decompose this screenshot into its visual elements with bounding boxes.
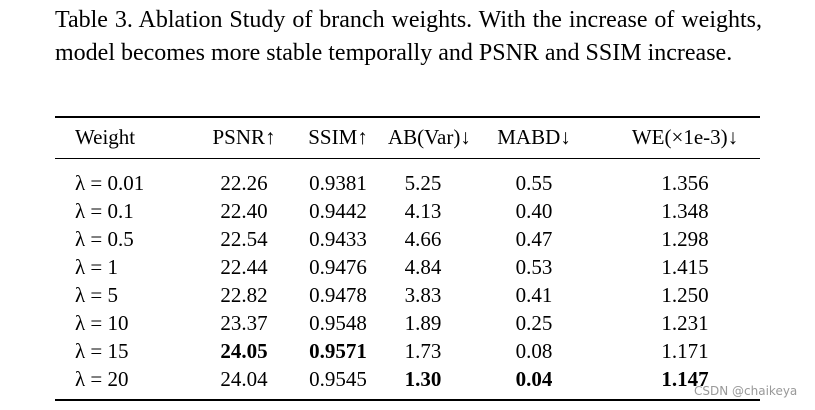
value-cell: 1.250 [661,282,709,307]
value-cell: 0.9571 [309,338,367,363]
value-cell: 22.44 [220,254,268,279]
value-cell: 0.40 [515,198,553,223]
value-cell: 4.84 [404,254,442,279]
weight-cell: λ = 10 [75,310,129,335]
value-cell: 24.05 [220,338,268,363]
weight-cell: λ = 0.1 [75,198,134,223]
header-cell: PSNR↑ [212,125,276,150]
table-row: λ = 10 23.37 0.9548 1.89 0.25 1.231 [55,309,760,337]
value-cell: 0.04 [515,366,553,391]
table-row: λ = 0.01 22.26 0.9381 5.25 0.55 1.356 [55,158,760,197]
value-cell: 1.348 [661,198,709,223]
caption: Table 3. Ablation Study of branch weight… [55,7,762,66]
value-cell: 0.9545 [309,366,367,391]
value-cell: 3.83 [404,282,442,307]
header-cell: AB(Var)↓ [388,125,471,150]
value-cell: 1.415 [661,254,709,279]
value-cell: 0.9548 [309,310,367,335]
value-cell: 24.04 [220,366,268,391]
table-row: λ = 1 22.44 0.9476 4.84 0.53 1.415 [55,253,760,281]
table-row: λ = 0.5 22.54 0.9433 4.66 0.47 1.298 [55,225,760,253]
value-cell: 0.08 [515,338,553,363]
header-cell: SSIM↑ [308,125,368,150]
table-row: λ = 5 22.82 0.9478 3.83 0.41 1.250 [55,281,760,309]
value-cell: 22.82 [220,282,268,307]
weight-cell: λ = 20 [75,366,129,391]
table-header: Weight PSNR↑ SSIM↑ AB(Var)↓ MABD↓ WE(×1e-3)↓ [55,117,760,158]
value-cell: 0.9478 [309,282,367,307]
weight-cell: λ = 0.01 [75,170,145,195]
value-cell: 0.47 [515,226,553,251]
value-cell: 4.66 [404,226,442,251]
table-row: λ = 15 24.05 0.9571 1.73 0.08 1.171 [55,337,760,365]
value-cell: 0.9442 [309,198,367,223]
value-cell: 1.356 [661,170,709,195]
header-cell: WE(×1e-3)↓ [631,125,739,150]
value-cell: 1.73 [404,338,442,363]
value-cell: 0.55 [515,170,553,195]
value-cell: 1.298 [661,226,709,251]
weight-cell: λ = 15 [75,338,129,363]
watermark: CSDN @chaikeya [694,384,798,398]
value-cell: 1.30 [404,366,442,391]
value-cell: 1.147 [661,366,709,391]
table-body: λ = 0.01 22.26 0.9381 5.25 0.55 1.356 λ = 0.1 2… [55,158,760,400]
value-cell: 1.171 [661,338,709,363]
value-cell: 0.25 [515,310,553,335]
value-cell: 0.9433 [309,226,367,251]
value-cell: 22.40 [220,198,268,223]
value-cell: 22.54 [220,226,268,251]
value-cell: 0.53 [515,254,553,279]
header-cell: Weight [75,125,136,150]
header-row: Weight PSNR↑ SSIM↑ AB(Var)↓ MABD↓ WE(×1e-3)↓ [55,117,760,158]
weight-cell: λ = 5 [75,282,119,307]
value-cell: 5.25 [404,170,442,195]
table-row: λ = 0.1 22.40 0.9442 4.13 0.40 1.348 [55,197,760,225]
header-cell: MABD↓ [497,125,571,150]
value-cell: 0.41 [515,282,553,307]
value-cell: 22.26 [220,170,268,195]
value-cell: 0.9381 [309,170,367,195]
weight-cell: λ = 0.5 [75,226,134,251]
value-cell: 4.13 [404,198,442,223]
value-cell: 1.231 [661,310,709,335]
value-cell: 1.89 [404,310,442,335]
value-cell: 0.9476 [309,254,367,279]
value-cell: 23.37 [220,310,268,335]
weight-cell: λ = 1 [75,254,119,279]
ablation-table: Weight PSNR↑ SSIM↑ AB(Var)↓ MABD↓ WE(×1e-3)↓ … [55,116,760,401]
table-row: λ = 20 24.04 0.9545 1.30 0.04 1.147 [55,365,760,400]
